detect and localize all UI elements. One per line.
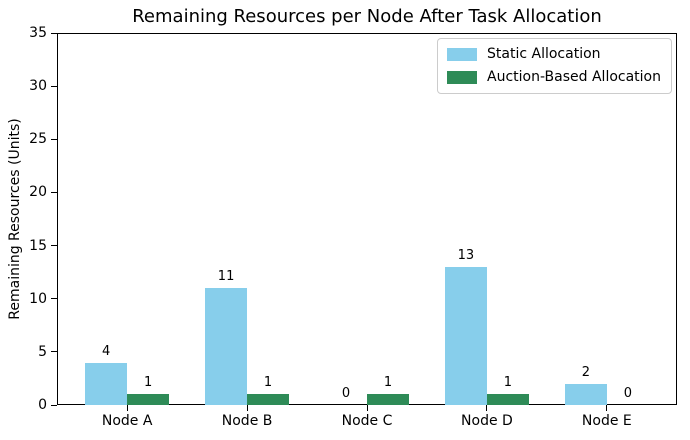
y-tick-mark: [51, 351, 57, 353]
bar: [247, 394, 290, 405]
bar: [367, 394, 409, 405]
y-tick-label: 30: [29, 78, 47, 95]
plot-area: 0 5 10 15 20 25 30 35 Node A Node B Node C Node D No…: [29, 26, 677, 429]
y-tick-label: 5: [38, 343, 47, 360]
y-tick-label: 25: [29, 131, 47, 148]
x-tick-label: Node C: [341, 413, 393, 429]
y-tick-label: 0: [38, 397, 47, 413]
legend-label: Static Allocation: [487, 46, 601, 62]
y-tick-mark: [51, 298, 57, 300]
x-tick-mark: [246, 405, 248, 411]
bar-value-label: 4: [102, 343, 111, 359]
legend-swatch: [447, 47, 478, 61]
y-tick-label: 15: [29, 237, 47, 254]
legend-swatch: [447, 70, 478, 84]
bar-value-label: 1: [144, 375, 153, 391]
bar-value-label: 1: [383, 375, 393, 391]
legend-item: Static Allocation: [447, 46, 661, 62]
bar-value-label: 0: [623, 386, 632, 401]
legend-item: Auction-Based Allocation: [447, 69, 661, 85]
legend-label: Auction-Based Allocation: [487, 69, 661, 85]
x-tick-label: Node A: [101, 413, 153, 429]
bar-value-label: 13: [457, 247, 475, 263]
y-tick-label: 35: [29, 25, 47, 41]
legend: Static Allocation Auction-Based Allocatio…: [437, 38, 672, 94]
y-tick-mark: [51, 245, 57, 247]
bar-value-label: 1: [263, 375, 273, 391]
bar: [127, 394, 170, 405]
bar-value-label: 1: [503, 375, 513, 391]
bar: [486, 394, 529, 405]
bar-value-label: 11: [217, 269, 235, 285]
y-tick-mark: [51, 404, 57, 406]
y-tick-mark: [51, 191, 57, 193]
x-tick-label: Node B: [221, 413, 273, 429]
x-tick-mark: [126, 405, 128, 411]
y-tick-label: 10: [29, 290, 47, 307]
chart-title: Remaining Resources per Node After Task …: [132, 6, 602, 27]
bar: [444, 266, 487, 405]
x-tick-mark: [606, 405, 608, 411]
x-tick-label: Node E: [581, 413, 632, 429]
x-tick-label: Node D: [461, 413, 513, 429]
y-axis-label: Remaining Resources (Units): [7, 118, 23, 320]
bar: [205, 288, 248, 405]
y-tick-mark: [51, 32, 57, 34]
y-tick-label: 20: [29, 184, 47, 201]
y-tick-mark: [51, 85, 57, 87]
bar-value-label: 2: [581, 364, 590, 380]
y-tick-mark: [51, 138, 57, 140]
bar: [85, 362, 128, 405]
bar-value-label: 0: [341, 386, 351, 401]
bar: [564, 383, 607, 405]
x-tick-mark: [366, 405, 368, 411]
x-tick-mark: [486, 405, 488, 411]
